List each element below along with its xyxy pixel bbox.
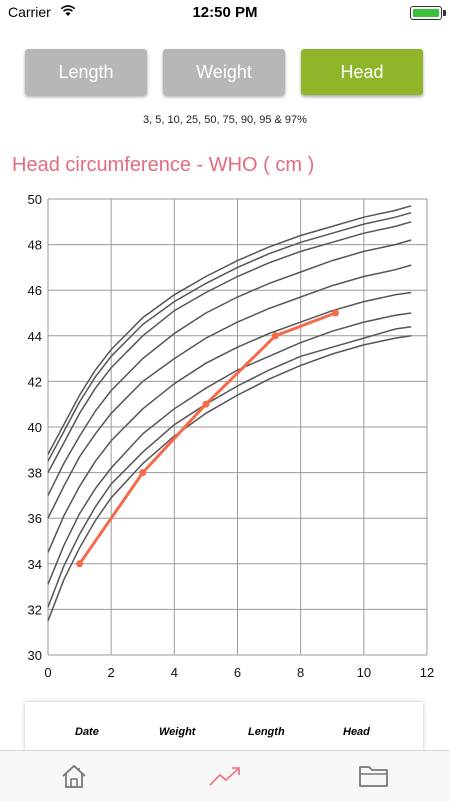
x-tick-label: 8 — [297, 665, 304, 680]
x-tick-label: 6 — [234, 665, 241, 680]
tab-head[interactable]: Head — [301, 49, 423, 95]
y-tick-label: 32 — [28, 602, 42, 617]
y-tick-label: 46 — [28, 283, 42, 298]
y-tick-label: 36 — [28, 511, 42, 526]
battery-cap — [443, 10, 446, 16]
bottom-tab-bar — [0, 750, 450, 801]
status-bar: Carrier 12:50 PM — [0, 0, 450, 26]
percentile-line — [47, 221, 412, 473]
chart-title: Head circumference - WHO ( cm ) — [12, 154, 315, 176]
y-tick-label: 48 — [28, 238, 42, 253]
percentile-line — [47, 205, 412, 455]
measurement-point — [76, 560, 84, 568]
percentile-line — [47, 239, 412, 496]
percentile-line — [47, 291, 412, 553]
measurement-point — [139, 469, 147, 477]
percentile-line — [47, 211, 412, 462]
home-icon[interactable] — [60, 763, 88, 794]
percentile-line — [47, 264, 412, 519]
x-tick-label: 12 — [420, 665, 434, 680]
status-time: 12:50 PM — [192, 4, 258, 21]
table-header-head: Head — [343, 726, 370, 738]
tab-length[interactable]: Length — [25, 49, 147, 95]
y-tick-label: 50 — [28, 192, 42, 207]
x-tick-label: 2 — [108, 665, 115, 680]
x-tick-label: 4 — [171, 665, 178, 680]
percentiles-label: 3, 5, 10, 25, 50, 75, 90, 95 & 97% — [143, 114, 307, 126]
table-header-weight: Weight — [159, 726, 196, 738]
x-tick-label: 10 — [357, 665, 371, 680]
folder-icon[interactable] — [358, 763, 390, 794]
measurement-point — [271, 332, 279, 340]
measurement-point — [202, 400, 210, 408]
y-tick-label: 38 — [28, 466, 42, 481]
y-tick-label: 40 — [28, 420, 42, 435]
x-tick-label: 0 — [44, 665, 51, 680]
table-header-length: Length — [248, 726, 285, 738]
trend-icon[interactable] — [208, 763, 242, 794]
y-tick-label: 30 — [28, 648, 42, 663]
percentile-line — [47, 335, 412, 622]
measurement-line — [78, 311, 336, 565]
tab-weight[interactable]: Weight — [163, 49, 285, 95]
y-tick-label: 44 — [28, 329, 42, 344]
y-tick-label: 34 — [28, 557, 42, 572]
battery-icon — [410, 6, 442, 20]
wifi-icon — [60, 4, 76, 22]
measurement-point — [331, 309, 339, 317]
table-header-date: Date — [75, 726, 99, 738]
carrier-label: Carrier — [8, 4, 51, 20]
y-tick-label: 42 — [28, 374, 42, 389]
percentile-line — [47, 312, 412, 585]
